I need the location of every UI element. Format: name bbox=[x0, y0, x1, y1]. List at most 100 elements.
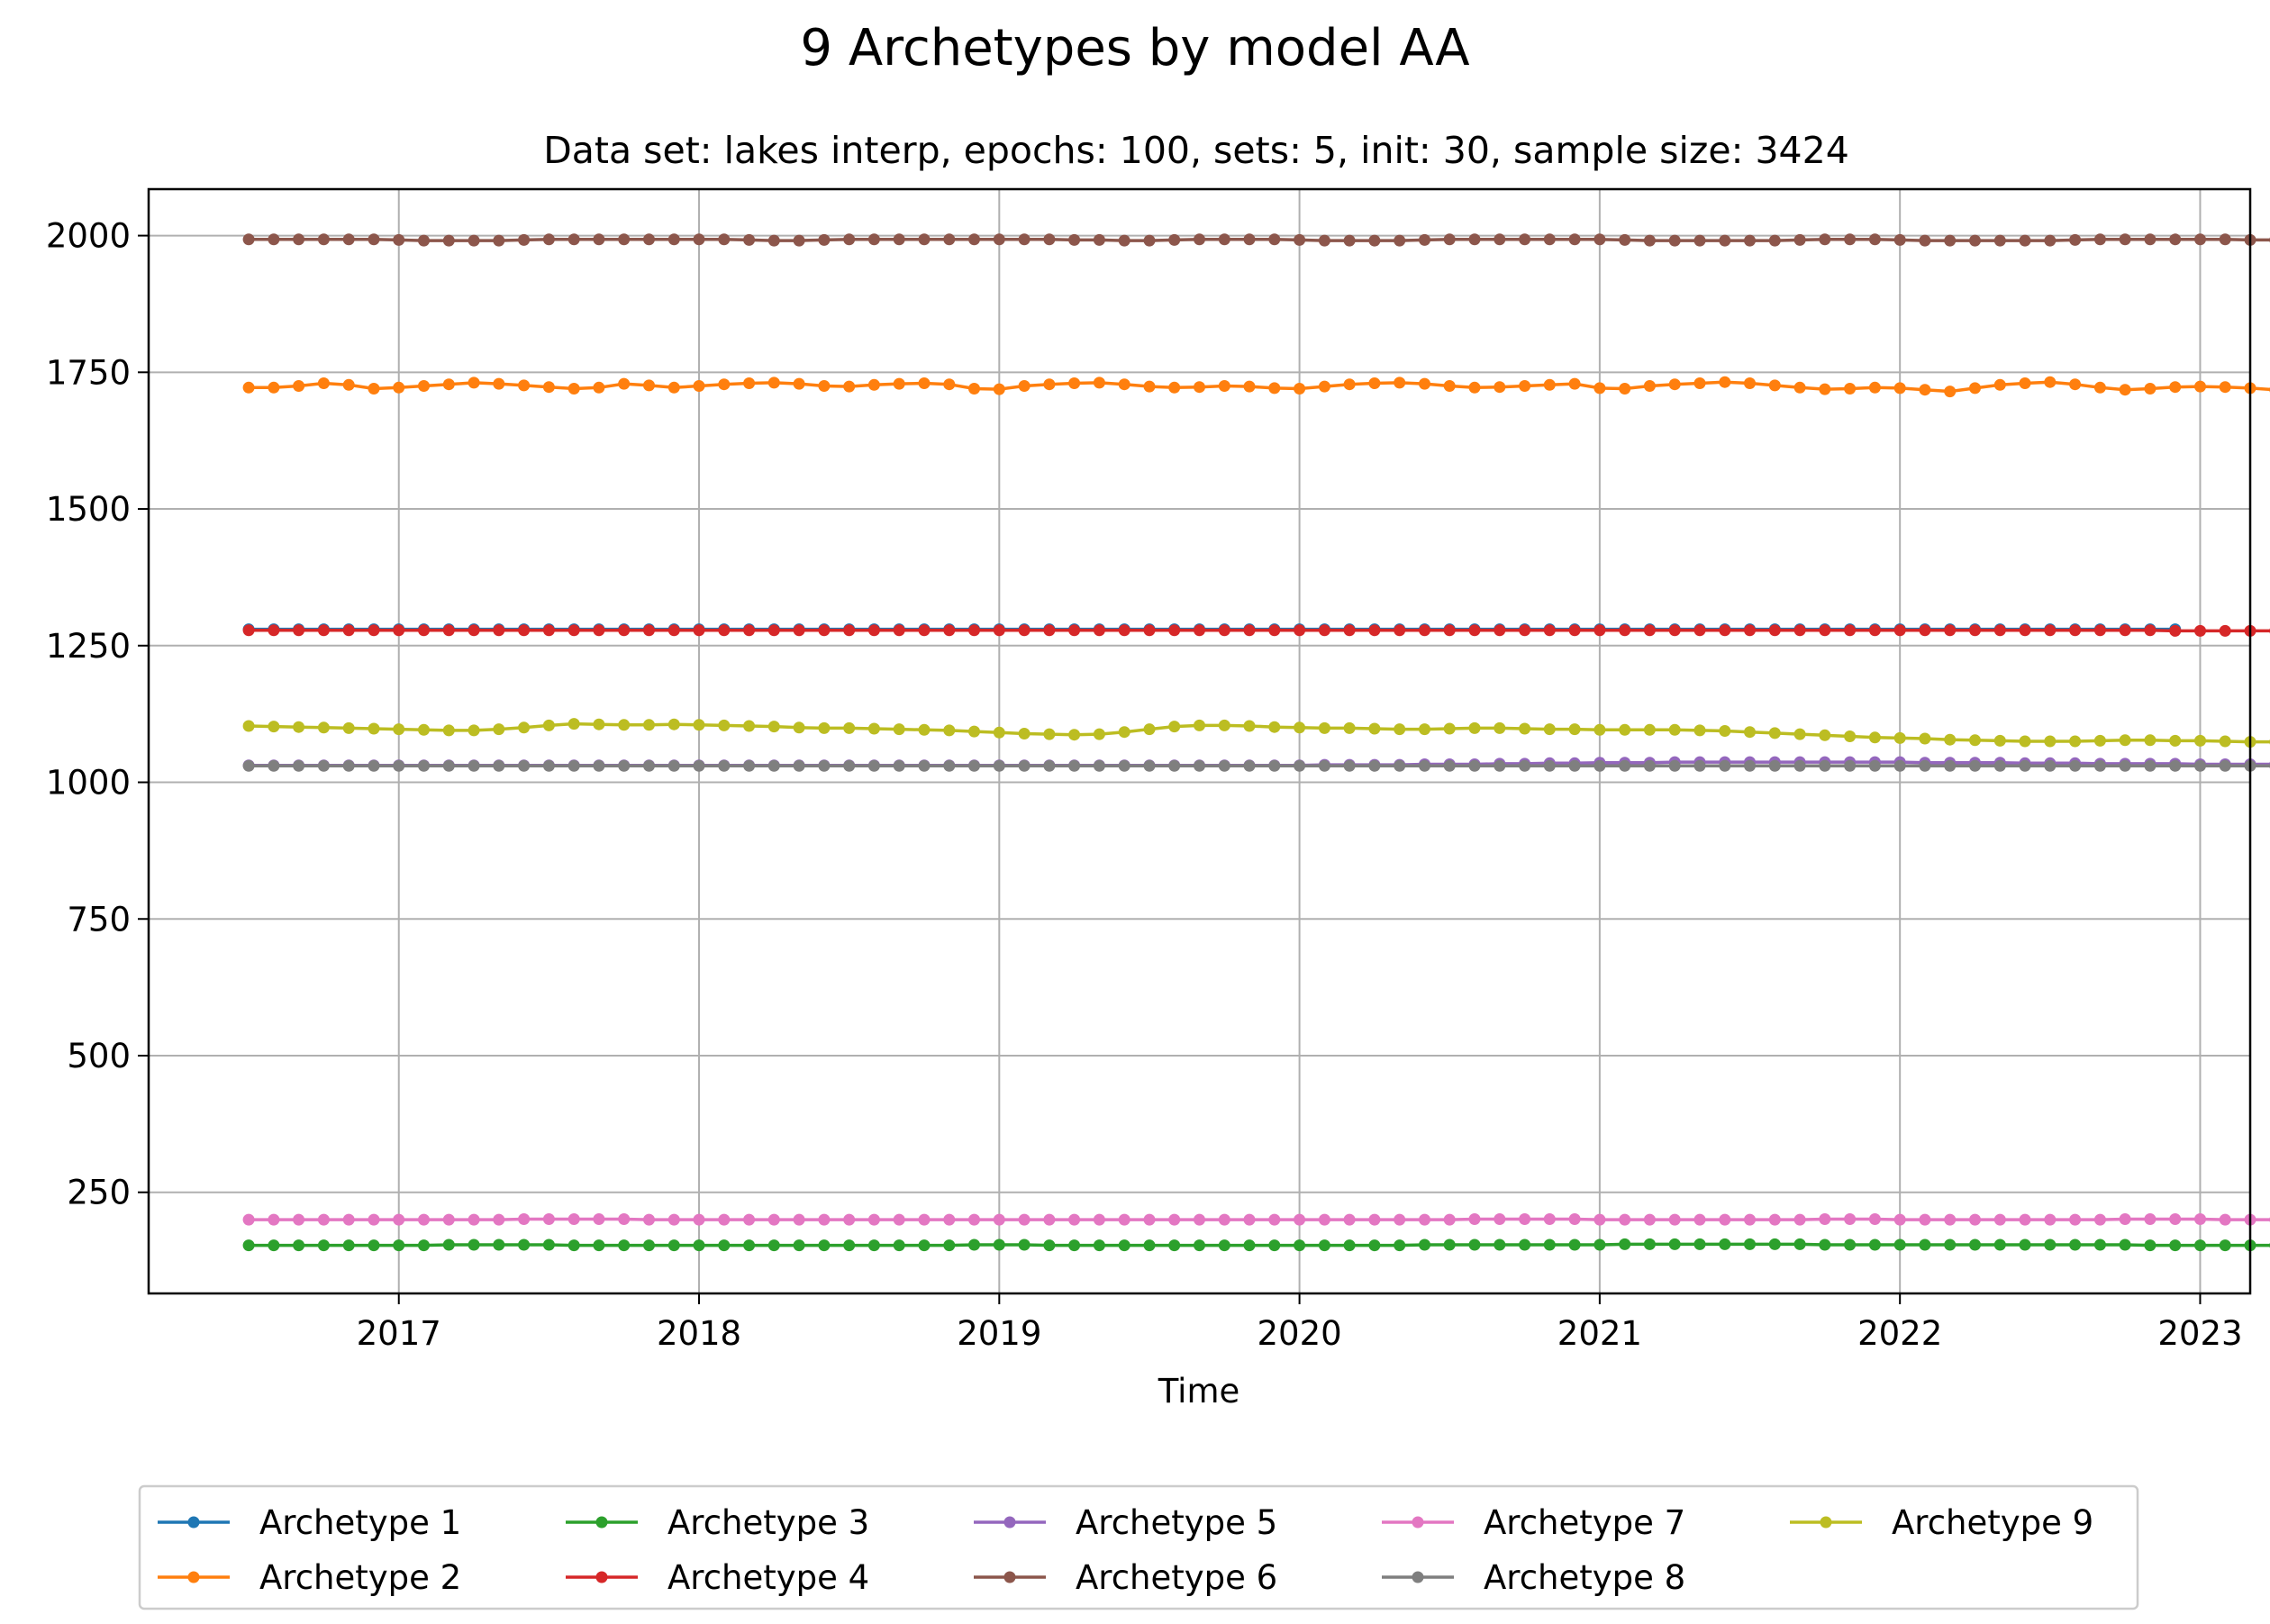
data-point bbox=[893, 1239, 905, 1252]
data-point bbox=[1168, 233, 1181, 246]
data-point bbox=[242, 720, 255, 732]
data-point bbox=[1944, 1238, 1957, 1251]
data-point bbox=[993, 726, 1005, 739]
data-point bbox=[1768, 379, 1781, 392]
data-point bbox=[818, 1213, 831, 1226]
data-point bbox=[1043, 759, 1056, 772]
data-point bbox=[2093, 381, 2106, 394]
y-tick-label: 250 bbox=[67, 1174, 131, 1212]
data-point bbox=[342, 233, 355, 246]
data-point bbox=[1143, 1213, 1156, 1226]
data-point bbox=[1568, 624, 1581, 637]
data-point bbox=[342, 721, 355, 734]
data-point bbox=[1068, 1239, 1081, 1252]
data-point bbox=[1693, 1238, 1706, 1250]
data-point bbox=[1194, 759, 1205, 772]
data-point bbox=[2144, 1213, 2156, 1225]
data-point bbox=[618, 377, 631, 390]
data-point bbox=[1668, 234, 1681, 247]
data-point bbox=[1343, 721, 1356, 734]
data-point bbox=[568, 1213, 580, 1225]
data-point bbox=[468, 1213, 480, 1226]
data-point bbox=[843, 233, 856, 246]
data-point bbox=[1218, 624, 1230, 637]
data-point bbox=[1243, 1239, 1256, 1252]
data-point bbox=[618, 759, 631, 772]
data-point bbox=[1693, 724, 1706, 737]
data-point bbox=[1268, 1213, 1281, 1226]
data-point bbox=[1093, 233, 1105, 246]
data-point bbox=[1118, 1239, 1130, 1252]
data-point bbox=[1068, 377, 1081, 389]
data-point bbox=[1143, 1239, 1156, 1252]
data-point bbox=[1118, 234, 1130, 247]
legend-swatch-marker bbox=[187, 1516, 200, 1529]
data-point bbox=[1944, 1213, 1957, 1226]
data-point bbox=[993, 1213, 1005, 1226]
data-point bbox=[2194, 1239, 2206, 1252]
data-point bbox=[468, 234, 480, 247]
data-point bbox=[1643, 759, 1656, 772]
series-archetype-2 bbox=[242, 376, 2270, 398]
data-point bbox=[293, 1239, 305, 1252]
data-point bbox=[393, 233, 405, 246]
data-point bbox=[1893, 233, 1906, 246]
data-point bbox=[1243, 720, 1256, 732]
data-point bbox=[2069, 759, 2082, 772]
data-point bbox=[1543, 1213, 1556, 1225]
data-point bbox=[1993, 1213, 2006, 1226]
data-point bbox=[818, 1239, 831, 1252]
data-point bbox=[1744, 624, 1756, 637]
data-point bbox=[1868, 624, 1881, 637]
data-point bbox=[317, 1239, 330, 1252]
data-point bbox=[1468, 624, 1481, 637]
data-point bbox=[1318, 759, 1330, 772]
data-point bbox=[1468, 381, 1481, 394]
data-point bbox=[1194, 624, 1205, 637]
data-point bbox=[317, 721, 330, 734]
data-point bbox=[2019, 735, 2031, 748]
data-point bbox=[2194, 759, 2206, 772]
data-point bbox=[2119, 734, 2131, 747]
data-point bbox=[268, 381, 280, 394]
data-point bbox=[843, 624, 856, 637]
data-point bbox=[442, 234, 455, 247]
data-point bbox=[767, 1239, 780, 1252]
data-point bbox=[993, 233, 1005, 246]
data-point bbox=[1844, 1238, 1857, 1251]
data-point bbox=[1594, 233, 1606, 246]
data-point bbox=[1194, 719, 1205, 731]
data-point bbox=[1919, 234, 1931, 247]
data-point bbox=[1594, 759, 1606, 772]
data-point bbox=[918, 1213, 931, 1226]
data-point bbox=[542, 381, 555, 394]
data-point bbox=[1944, 624, 1957, 637]
data-point bbox=[1543, 233, 1556, 246]
data-point bbox=[667, 1213, 680, 1226]
data-point bbox=[1194, 381, 1205, 394]
data-point bbox=[1793, 624, 1806, 637]
data-point bbox=[393, 1213, 405, 1226]
data-point bbox=[442, 1238, 455, 1251]
data-point bbox=[893, 759, 905, 772]
data-point bbox=[1268, 382, 1281, 395]
data-point bbox=[2169, 233, 2182, 246]
data-point bbox=[1294, 1239, 1306, 1252]
data-point bbox=[1143, 759, 1156, 772]
data-point bbox=[1643, 234, 1656, 247]
data-point bbox=[1443, 380, 1456, 392]
data-point bbox=[1468, 759, 1481, 772]
data-point bbox=[1668, 1238, 1681, 1250]
data-point bbox=[743, 720, 756, 732]
series-archetype-6 bbox=[242, 233, 2270, 247]
data-point bbox=[593, 718, 605, 730]
data-point bbox=[1993, 624, 2006, 637]
data-point bbox=[867, 233, 880, 246]
data-point bbox=[843, 1213, 856, 1226]
y-tick-label: 1000 bbox=[46, 764, 131, 803]
data-point bbox=[2194, 233, 2206, 246]
data-point bbox=[393, 624, 405, 637]
data-point bbox=[1993, 378, 2006, 391]
data-point bbox=[1343, 234, 1356, 247]
data-point bbox=[1893, 382, 1906, 395]
